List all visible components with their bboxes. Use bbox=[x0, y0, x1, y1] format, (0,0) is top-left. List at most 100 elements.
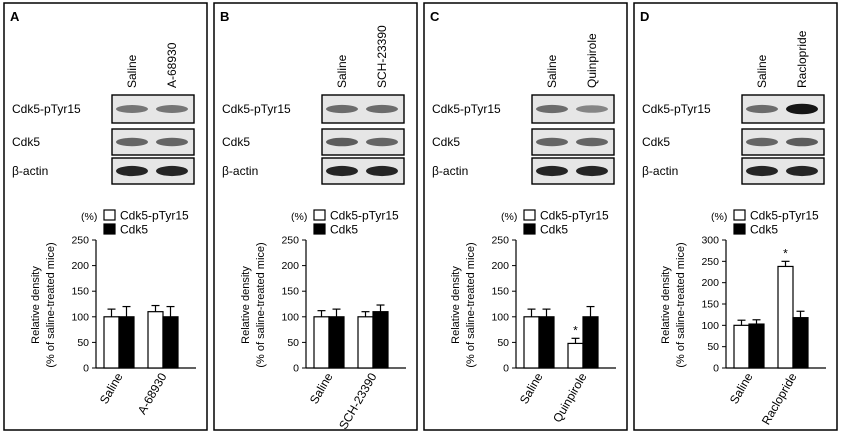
significance-marker: * bbox=[573, 323, 578, 337]
blot-row-label: Cdk5 bbox=[642, 135, 670, 149]
bar bbox=[372, 311, 389, 369]
y-axis-title: Relative density bbox=[450, 266, 462, 344]
blot-band bbox=[576, 105, 608, 113]
legend-swatch bbox=[103, 209, 116, 221]
blot-row-label: Cdk5-pTyr15 bbox=[222, 102, 291, 116]
blot-band bbox=[116, 137, 148, 147]
blot-row-label: Cdk5 bbox=[12, 135, 40, 149]
y-tick-label: 200 bbox=[71, 260, 89, 272]
blot-band bbox=[326, 104, 358, 114]
blot-row-label: Cdk5-pTyr15 bbox=[12, 102, 81, 116]
y-tick-label: 100 bbox=[491, 311, 509, 323]
legend-swatch bbox=[523, 209, 536, 221]
legend-swatch bbox=[313, 223, 326, 235]
blot-row-label: Cdk5-pTyr15 bbox=[432, 102, 501, 116]
blot-row-label: Cdk5 bbox=[432, 135, 460, 149]
percent-label: (%) bbox=[711, 211, 727, 223]
blot-band bbox=[786, 165, 818, 177]
blot-row-label: β-actin bbox=[432, 164, 468, 178]
percent-label: (%) bbox=[501, 211, 517, 223]
category-label: Saline bbox=[727, 370, 756, 406]
blot-band bbox=[326, 137, 358, 147]
bar bbox=[313, 316, 330, 369]
y-axis-title: (% of saline-treated mice) bbox=[45, 242, 57, 367]
blot-band bbox=[746, 104, 778, 114]
legend-label: Cdk5 bbox=[120, 223, 148, 237]
y-tick-label: 0 bbox=[713, 363, 719, 375]
blot-band bbox=[156, 105, 188, 113]
blot-band bbox=[536, 137, 568, 147]
y-tick-label: 50 bbox=[497, 337, 509, 349]
panel-border bbox=[633, 2, 838, 431]
legend-label: Cdk5 bbox=[750, 223, 778, 237]
y-tick-label: 150 bbox=[281, 286, 299, 298]
blot-row-label: Cdk5 bbox=[222, 135, 250, 149]
y-tick-label: 300 bbox=[701, 235, 719, 247]
blot-band bbox=[746, 137, 778, 147]
y-tick-label: 100 bbox=[701, 320, 719, 332]
bar bbox=[162, 316, 179, 369]
bar bbox=[567, 342, 584, 369]
legend-label: Cdk5-pTyr15 bbox=[750, 209, 819, 223]
lane-label: Quinpirole bbox=[585, 33, 599, 88]
panel-letter: A bbox=[10, 9, 20, 24]
bar bbox=[523, 316, 540, 369]
blot-band bbox=[786, 103, 818, 115]
blot-band bbox=[156, 165, 188, 177]
category-label: Saline bbox=[517, 370, 546, 406]
blot-band bbox=[366, 137, 398, 147]
bar bbox=[357, 316, 374, 369]
y-tick-label: 0 bbox=[503, 363, 509, 375]
blot-band bbox=[116, 105, 148, 113]
legend-label: Cdk5 bbox=[330, 223, 358, 237]
y-tick-label: 150 bbox=[71, 286, 89, 298]
blot-row-label: Cdk5-pTyr15 bbox=[642, 102, 711, 116]
lane-label: Saline bbox=[755, 54, 769, 88]
bar bbox=[118, 316, 135, 369]
blot-band bbox=[326, 165, 358, 177]
bar bbox=[103, 316, 120, 369]
y-axis-title: Relative density bbox=[240, 266, 252, 344]
lane-label: Saline bbox=[545, 54, 559, 88]
legend-label: Cdk5-pTyr15 bbox=[120, 209, 189, 223]
y-tick-label: 200 bbox=[701, 277, 719, 289]
y-tick-label: 50 bbox=[77, 337, 89, 349]
significance-marker: * bbox=[783, 246, 788, 260]
y-tick-label: 150 bbox=[491, 286, 509, 298]
y-tick-label: 50 bbox=[707, 341, 719, 353]
y-tick-label: 0 bbox=[83, 363, 89, 375]
y-tick-label: 100 bbox=[71, 311, 89, 323]
y-tick-label: 250 bbox=[701, 256, 719, 268]
lane-label: Raclopride bbox=[795, 30, 809, 88]
category-label: Saline bbox=[307, 370, 336, 406]
panel-letter: D bbox=[640, 9, 649, 24]
bar bbox=[733, 324, 750, 369]
blot-row-label: β-actin bbox=[12, 164, 48, 178]
bar bbox=[328, 316, 345, 369]
y-axis-title: (% of saline-treated mice) bbox=[675, 242, 687, 367]
category-label: Saline bbox=[97, 370, 126, 406]
lane-label: SCH-23390 bbox=[375, 25, 389, 88]
panel-border bbox=[423, 2, 628, 431]
y-tick-label: 150 bbox=[701, 299, 719, 311]
bar bbox=[147, 311, 164, 369]
panel-letter: C bbox=[430, 9, 440, 24]
blot-frame bbox=[111, 94, 195, 124]
panel-border bbox=[3, 2, 208, 431]
legend-swatch bbox=[103, 223, 116, 235]
blot-row-label: β-actin bbox=[642, 164, 678, 178]
legend-label: Cdk5-pTyr15 bbox=[330, 209, 399, 223]
legend-swatch bbox=[523, 223, 536, 235]
y-axis-title: (% of saline-treated mice) bbox=[465, 242, 477, 367]
category-label: A-68930 bbox=[135, 370, 170, 417]
bar bbox=[777, 265, 794, 369]
category-label: SCH-23390 bbox=[336, 370, 380, 432]
category-label: Quinpirole bbox=[550, 370, 590, 425]
lane-label: Saline bbox=[335, 54, 349, 88]
blot-band bbox=[536, 104, 568, 114]
y-tick-label: 250 bbox=[281, 235, 299, 247]
